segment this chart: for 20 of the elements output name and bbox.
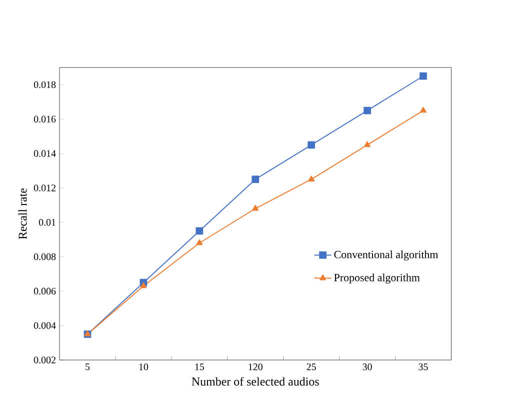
y-tick-label: 0.014	[34, 150, 56, 158]
y-tick-label: 0.016	[34, 116, 56, 123]
y-tick-label: 0.004	[34, 322, 56, 330]
x-tick-label: 35	[418, 364, 428, 370]
x-tick-label: 30	[362, 364, 372, 370]
x-axis-title: Number of selected audios	[192, 377, 319, 386]
y-tick-label: 0.002	[34, 356, 56, 364]
y-tick-label: 0.008	[34, 254, 56, 260]
y-tick-label: 0.01	[38, 219, 56, 226]
x-tick-label: 5	[86, 364, 90, 370]
x-tick-label: 10	[139, 364, 148, 370]
x-tick-label: 15	[195, 364, 204, 370]
y-axis-title: Recall rate	[18, 188, 27, 240]
x-tick-label: 25	[306, 364, 316, 370]
x-tick-label: 120	[248, 364, 262, 370]
legend-label: Proposed algorithm	[334, 274, 420, 284]
y-tick-label: 0.012	[34, 184, 56, 192]
y-tick-label: 0.006	[34, 288, 56, 295]
legend-label: Conventional algorithm	[334, 250, 438, 261]
y-tick-label: 0.018	[34, 82, 56, 88]
